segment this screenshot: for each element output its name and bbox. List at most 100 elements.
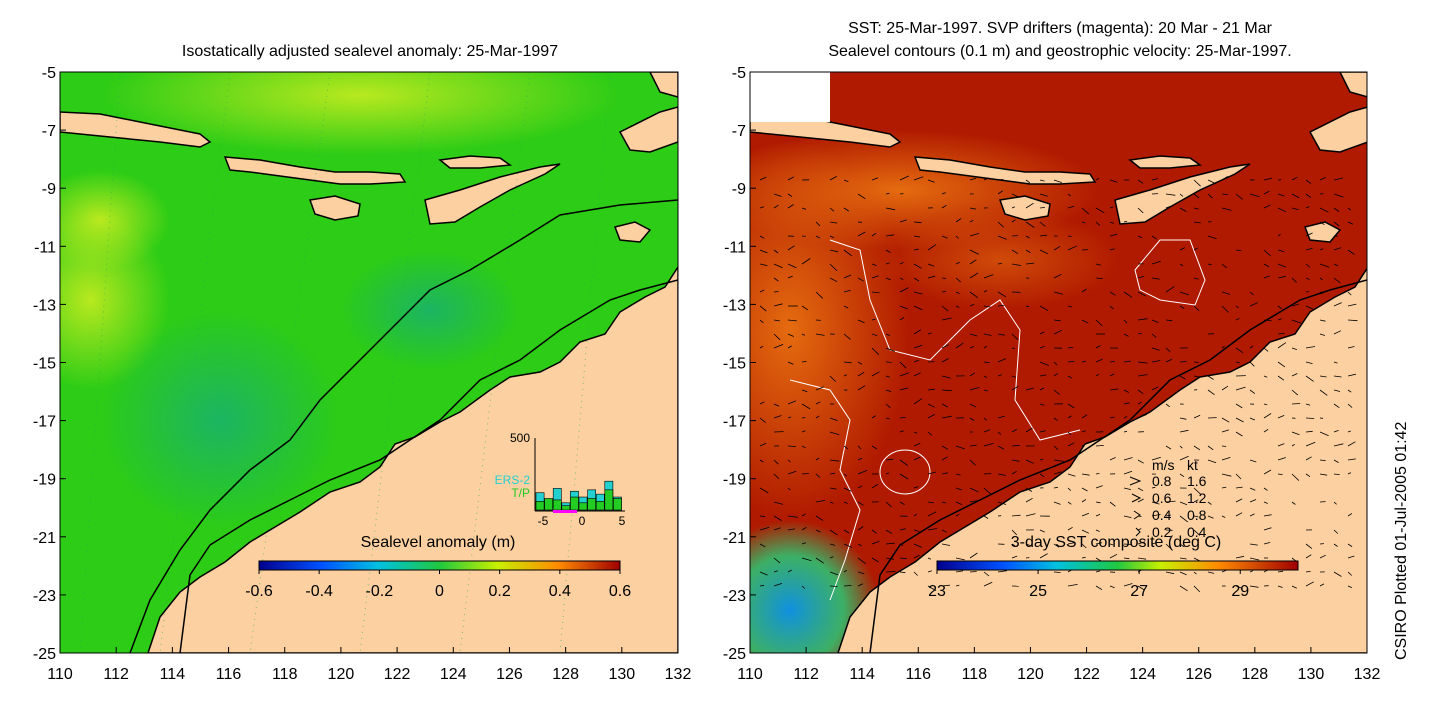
left-x-tick-label: 126	[496, 666, 523, 683]
velocity-vector	[1263, 190, 1270, 195]
velocity-vector	[1305, 554, 1312, 559]
velocity-vector	[941, 204, 947, 209]
velocity-vector	[1165, 319, 1173, 322]
velocity-vector	[1067, 235, 1072, 237]
velocity-vector	[829, 375, 836, 382]
velocity-vector	[857, 457, 863, 461]
velocity-vector	[913, 571, 918, 576]
velocity-vector	[1025, 262, 1035, 265]
inset-x-tick-0: 0	[579, 514, 586, 528]
velocity-vector	[1151, 386, 1159, 391]
velocity-vector	[1095, 445, 1104, 447]
velocity-vector	[1347, 441, 1356, 447]
velocity-vector	[801, 333, 805, 336]
velocity-vector	[955, 473, 961, 476]
velocity-vector	[1081, 442, 1089, 447]
velocity-vector	[969, 403, 976, 408]
velocity-vector	[1081, 221, 1086, 224]
velocity-vector	[983, 443, 994, 447]
velocity-vector	[1263, 469, 1272, 475]
velocity-vector	[801, 473, 810, 475]
colorbar-tick-label: 29	[1231, 583, 1249, 600]
colorbar-tick-label: 0.6	[609, 583, 631, 600]
velocity-vector	[997, 291, 1007, 298]
right-shelf-contour	[869, 279, 1367, 653]
velocity-vector	[1081, 430, 1086, 433]
velocity-vector	[1249, 389, 1256, 394]
velocity-vector	[871, 318, 876, 321]
velocity-vector	[997, 473, 1006, 476]
colorbar-tick-label: 0.4	[549, 583, 571, 600]
velocity-vector	[1249, 302, 1258, 307]
velocity-vector	[1011, 543, 1016, 547]
velocity-vector	[1123, 333, 1129, 337]
velocity-vector	[829, 207, 835, 212]
velocity-vector	[1151, 541, 1159, 545]
velocity-vector	[801, 417, 806, 419]
velocity-vector	[787, 193, 793, 197]
velocity-legend-ms: 0.8	[1152, 473, 1172, 489]
velocity-vector	[1333, 361, 1338, 364]
velocity-vector	[773, 344, 784, 349]
velocity-vector	[1025, 202, 1034, 209]
velocity-vector	[829, 176, 837, 181]
velocity-vector	[1179, 305, 1185, 309]
velocity-vector	[1305, 375, 1314, 382]
velocity-vector	[885, 333, 891, 336]
velocity-vector	[1305, 277, 1310, 280]
velocity-vector	[759, 249, 768, 254]
velocity-vector	[1053, 501, 1061, 505]
velocity-vector	[1319, 263, 1330, 268]
velocity-vector	[885, 192, 890, 195]
velocity-vector	[927, 511, 937, 517]
velocity-vector	[1249, 557, 1260, 561]
velocity-vector	[1319, 333, 1326, 336]
velocity-vector	[941, 305, 949, 312]
velocity-vector	[787, 333, 794, 337]
velocity-vector	[773, 263, 783, 269]
velocity-vector	[955, 501, 963, 505]
velocity-vector	[1109, 248, 1115, 251]
velocity-vector	[941, 403, 948, 408]
left-x-tick-label: 132	[665, 666, 692, 683]
velocity-vector	[885, 277, 891, 281]
velocity-vector	[1305, 305, 1314, 310]
velocity-vector	[1193, 585, 1201, 593]
velocity-vector	[1263, 487, 1268, 491]
right-x-tick-label: 116	[906, 666, 932, 683]
inset-tp-bar	[578, 502, 588, 511]
velocity-vector	[1193, 277, 1199, 280]
velocity-vector	[1333, 543, 1338, 547]
velocity-vector	[1291, 431, 1300, 436]
velocity-vector	[759, 571, 768, 576]
velocity-vector	[1081, 529, 1090, 534]
colorbar-tick-label: 23	[928, 583, 946, 600]
velocity-vector	[1109, 291, 1116, 296]
velocity-vector	[1319, 277, 1323, 281]
velocity-vector	[1151, 347, 1160, 351]
velocity-vector	[885, 262, 890, 265]
velocity-vector	[1123, 457, 1133, 461]
velocity-vector	[1109, 361, 1115, 363]
velocity-vector	[843, 207, 850, 212]
velocity-vector	[1151, 260, 1161, 265]
velocity-vector	[1039, 305, 1049, 312]
velocity-vector	[1235, 431, 1243, 437]
velocity-vector	[1095, 263, 1101, 266]
right-x-tick-label: 112	[793, 666, 819, 683]
velocity-vector	[899, 175, 910, 181]
velocity-vector	[1179, 178, 1184, 181]
velocity-vector	[1137, 318, 1148, 321]
velocity-vector	[913, 344, 923, 349]
velocity-vector	[969, 552, 978, 559]
velocity-vector	[759, 263, 768, 266]
velocity-vector	[1333, 330, 1342, 335]
velocity-vector	[955, 487, 963, 491]
velocity-vector	[941, 529, 947, 533]
velocity-vector	[1319, 583, 1325, 587]
velocity-vector	[927, 263, 935, 267]
velocity-vector	[773, 291, 779, 293]
velocity-vector	[1179, 361, 1187, 363]
velocity-vector	[913, 554, 920, 559]
velocity-vector	[1081, 543, 1087, 549]
